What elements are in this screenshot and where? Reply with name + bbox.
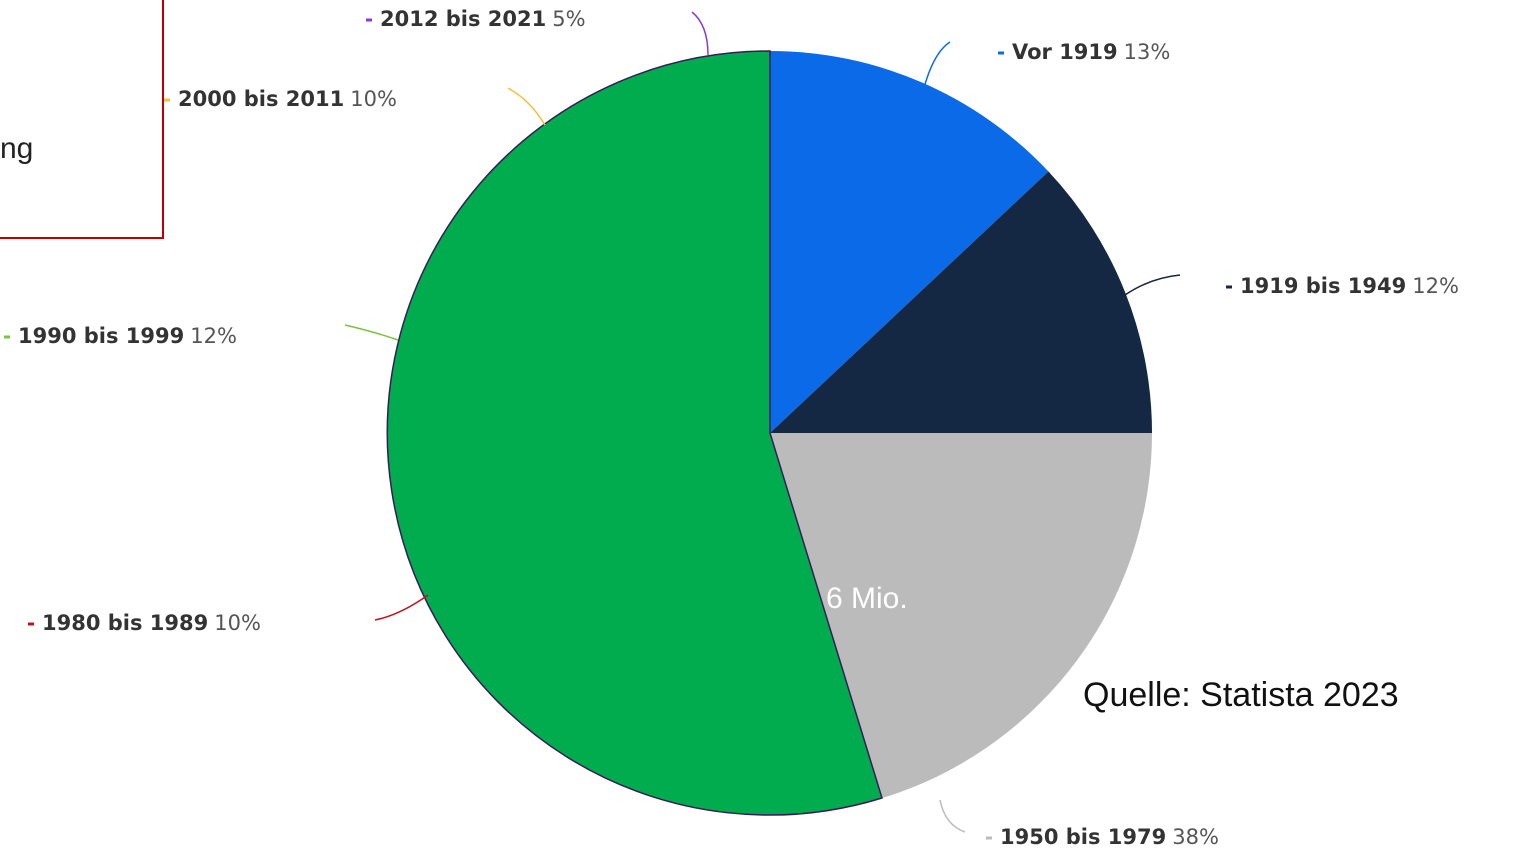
- value-label: 12%: [1412, 274, 1459, 298]
- value-label: 12%: [190, 324, 237, 348]
- annotation: 6 Mio.: [826, 582, 908, 615]
- category-label: Vor 1919: [1012, 40, 1118, 64]
- legend-dash: [998, 51, 1004, 55]
- connector: [374, 594, 429, 621]
- highlight-box: [0, 0, 164, 239]
- labels: Vor 1919 13%1919 bis 1949 12%1950 bis 1979…: [4, 7, 1459, 849]
- value-label: 10%: [214, 611, 261, 635]
- data-label: 1990 bis 1999 12%: [18, 324, 237, 348]
- data-label: 1980 bis 1989 10%: [42, 611, 261, 635]
- legend-dash: [1226, 285, 1232, 289]
- category-label: 1950 bis 1979: [1000, 825, 1166, 849]
- legend-dash: [28, 622, 34, 626]
- connector: [507, 87, 546, 126]
- category-label: 1919 bis 1949: [1240, 274, 1406, 298]
- category-label: 1990 bis 1999: [18, 324, 184, 348]
- data-label: Vor 1919 13%: [1012, 40, 1170, 64]
- legend-dash: [986, 836, 992, 840]
- slice: [770, 51, 1049, 433]
- legend-dash: [366, 18, 372, 22]
- value-label: 13%: [1124, 40, 1171, 64]
- data-label: 1919 bis 1949 12%: [1240, 274, 1459, 298]
- data-label: 1950 bis 1979 38%: [1000, 825, 1219, 849]
- value-label: 10%: [350, 87, 397, 111]
- data-label: 2000 bis 2011 10%: [178, 87, 397, 111]
- connector: [1124, 274, 1181, 296]
- value-label: 5%: [552, 7, 585, 31]
- category-label: 1980 bis 1989: [42, 611, 208, 635]
- overlay: [386, 50, 883, 816]
- slice: [770, 171, 1153, 434]
- category-label: 2012 bis 2021: [380, 7, 546, 31]
- connector: [691, 11, 709, 56]
- connector: [919, 41, 951, 106]
- box-text: ng: [0, 132, 33, 165]
- source: Quelle: Statista 2023: [1083, 676, 1399, 714]
- value-label: 38%: [1172, 825, 1219, 849]
- legend-dash: [164, 98, 170, 102]
- category-label: 2000 bis 2011: [178, 87, 344, 111]
- data-label: 2012 bis 2021 5%: [380, 7, 586, 31]
- connector: [344, 324, 399, 341]
- legend-dash: [4, 335, 10, 339]
- connector: [939, 799, 966, 833]
